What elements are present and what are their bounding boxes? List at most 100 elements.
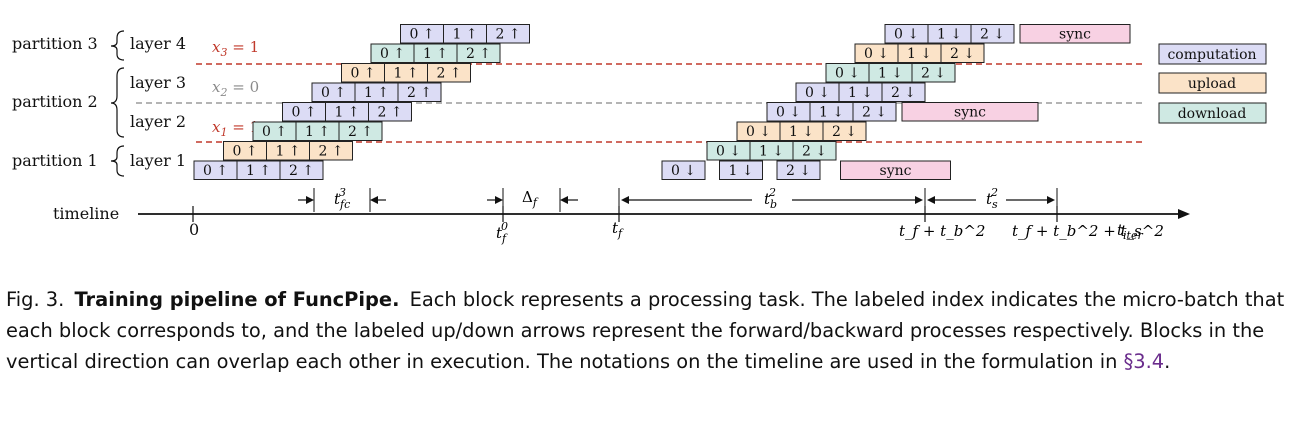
backward-block-row7-mb2: 2 ↓ (970, 24, 1015, 44)
forward-block-row1-mb2-label: 2 ↑ (318, 144, 343, 160)
forward-block-row7-mb2: 2 ↑ (486, 24, 530, 44)
backward-block-row1-mb2-box (792, 141, 837, 161)
span-delta-f (487, 196, 578, 204)
legend: computation upload download (1158, 43, 1267, 124)
backward-block-row3-mb2-label: 2 ↓ (862, 105, 887, 121)
forward-block-row3-mb0: 0 ↑ (282, 102, 326, 122)
span-delta-f-label: Δf (522, 188, 539, 209)
sync-block-row7: sync (1019, 24, 1131, 44)
forward-block-row3-mb0-label: 0 ↑ (291, 105, 316, 121)
backward-block-row7-mb1-label: 1 ↓ (937, 27, 962, 43)
backward-block-row7-mb2-label: 2 ↓ (980, 27, 1005, 43)
span-t3fc-label: t3 fc (334, 186, 350, 211)
backward-block-row0-mb1-box (719, 160, 763, 180)
forward-block-row2-mb1: 1 ↑ (295, 121, 340, 141)
sync-block-row3: sync (901, 102, 1039, 122)
caption-section-link[interactable]: §3.4 (1123, 350, 1165, 373)
sync-block-row3-label: sync (954, 105, 986, 121)
forward-block-row4-mb2-label: 2 ↑ (407, 85, 432, 101)
backward-block-row6-mb1-label: 1 ↓ (907, 46, 932, 62)
forward-block-row4-mb1-label: 1 ↑ (364, 85, 389, 101)
partition-3-brace (110, 30, 125, 61)
backward-block-row6-mb2-box (940, 43, 985, 63)
backward-block-row1-mb1-label: 1 ↓ (759, 144, 784, 160)
span-t3fc (298, 196, 386, 204)
backward-block-row4-mb1: 1 ↓ (838, 82, 883, 102)
forward-block-row5-mb2: 2 ↑ (427, 63, 471, 83)
forward-block-row5-mb2-box (427, 63, 471, 83)
backward-block-row1-mb2: 2 ↓ (792, 141, 837, 161)
forward-block-row7-mb0: 0 ↑ (400, 24, 444, 44)
backward-block-row3-mb2: 2 ↓ (852, 102, 897, 122)
backward-block-row5-mb1-label: 1 ↓ (878, 66, 903, 82)
forward-block-row6-mb2-label: 2 ↑ (466, 46, 491, 62)
backward-block-row2-mb1: 1 ↓ (779, 121, 824, 141)
forward-block-row4-mb2: 2 ↑ (397, 82, 442, 102)
backward-block-row1-mb0-label: 0 ↓ (716, 144, 741, 160)
forward-block-row5-mb0: 0 ↑ (341, 63, 385, 83)
backward-block-row1-mb1: 1 ↓ (749, 141, 794, 161)
forward-block-row3-mb2-label: 2 ↑ (377, 105, 402, 121)
legend-upload-swatch (1158, 72, 1267, 94)
partition-2-brace (110, 67, 125, 138)
timeline-arrowhead (1178, 209, 1190, 219)
sync-block-row3-box (901, 102, 1039, 122)
backward-block-row7-mb0-label: 0 ↓ (894, 27, 919, 43)
backward-block-row2-mb1-label: 1 ↓ (789, 124, 814, 140)
layer-2-label: layer 2 (130, 112, 186, 131)
span-t2b-label: t2 b (764, 186, 777, 211)
forward-block-row6-mb1: 1 ↑ (413, 43, 458, 63)
caption-end: . (1164, 350, 1171, 373)
forward-block-row4-mb1: 1 ↑ (354, 82, 399, 102)
forward-block-row6-mb2: 2 ↑ (456, 43, 501, 63)
backward-block-row3-mb1: 1 ↓ (809, 102, 854, 122)
layer-4-label: layer 4 (130, 34, 186, 53)
forward-block-row0-mb1-label: 1 ↑ (246, 163, 271, 179)
backward-block-row4-mb2-box (881, 82, 926, 102)
backward-block-row4-mb2-label: 2 ↓ (891, 85, 916, 101)
forward-block-row5-mb1: 1 ↑ (384, 63, 428, 83)
forward-block-row0-mb2-label: 2 ↑ (289, 163, 314, 179)
forward-block-row3-mb1: 1 ↑ (325, 102, 369, 122)
layer-3-label: layer 3 (130, 73, 186, 92)
forward-block-row0-mb0: 0 ↑ (193, 160, 238, 180)
backward-block-row5-mb2-box (911, 63, 956, 83)
pipeline-diagram: partition 3 partition 2 partition 1 laye… (12, 24, 1267, 245)
backward-block-row7-mb0: 0 ↓ (884, 24, 929, 44)
backward-block-row0-mb2: 2 ↓ (776, 160, 821, 180)
backward-block-row2-mb2: 2 ↓ (822, 121, 867, 141)
forward-block-row7-mb0-label: 0 ↑ (409, 27, 434, 43)
forward-block-row5-mb1-label: 1 ↑ (393, 66, 418, 82)
backward-block-row4-mb2: 2 ↓ (881, 82, 926, 102)
backward-block-row1-mb0: 0 ↓ (706, 141, 751, 161)
backward-block-row6-mb2: 2 ↓ (940, 43, 985, 63)
backward-block-row4-mb1-label: 1 ↓ (848, 85, 873, 101)
backward-block-row5-mb2-label: 2 ↓ (921, 66, 946, 82)
forward-block-row1-mb1-label: 1 ↑ (275, 144, 300, 160)
forward-block-row2-mb0: 0 ↑ (252, 121, 297, 141)
forward-block-row2-mb1-label: 1 ↑ (305, 124, 330, 140)
forward-block-row1-mb1: 1 ↑ (266, 141, 310, 161)
legend-download-label: download (1178, 106, 1247, 122)
sync-block-row0-label: sync (880, 163, 912, 179)
tick-tf0-label: t0 f (496, 220, 508, 245)
span-t2s-label: t2 s (986, 186, 998, 211)
forward-block-row6-mb2-box (456, 43, 501, 63)
backward-block-row6-mb1: 1 ↓ (897, 43, 942, 63)
forward-block-row7-mb2-label: 2 ↑ (495, 27, 520, 43)
forward-block-row7-mb1-label: 1 ↑ (452, 27, 477, 43)
forward-block-row0-mb2-box (279, 160, 324, 180)
forward-block-row7-mb1: 1 ↑ (443, 24, 487, 44)
legend-computation-swatch (1158, 43, 1267, 65)
forward-block-row6-mb0-label: 0 ↑ (380, 46, 405, 62)
forward-block-row1-mb2: 2 ↑ (309, 141, 353, 161)
forward-block-row3-mb2-box (368, 102, 412, 122)
span-t2s (927, 196, 1055, 204)
sync-block-row7-box (1019, 24, 1131, 44)
backward-block-row0-mb0-box (661, 160, 706, 180)
partition-1-brace (110, 145, 125, 177)
decision-x2: x2 = 0 (212, 78, 259, 99)
forward-blocks: 0 ↑ 1 ↑ 2 ↑ 0 ↑ 1 ↑ 2 ↑ 0 ↑ 1 ↑ 2 ↑ 0 ↑ 1 ↑ 2 ↑ 0 ↑ 1… (193, 24, 530, 180)
backward-block-row6-mb0-label: 0 ↓ (864, 46, 889, 62)
